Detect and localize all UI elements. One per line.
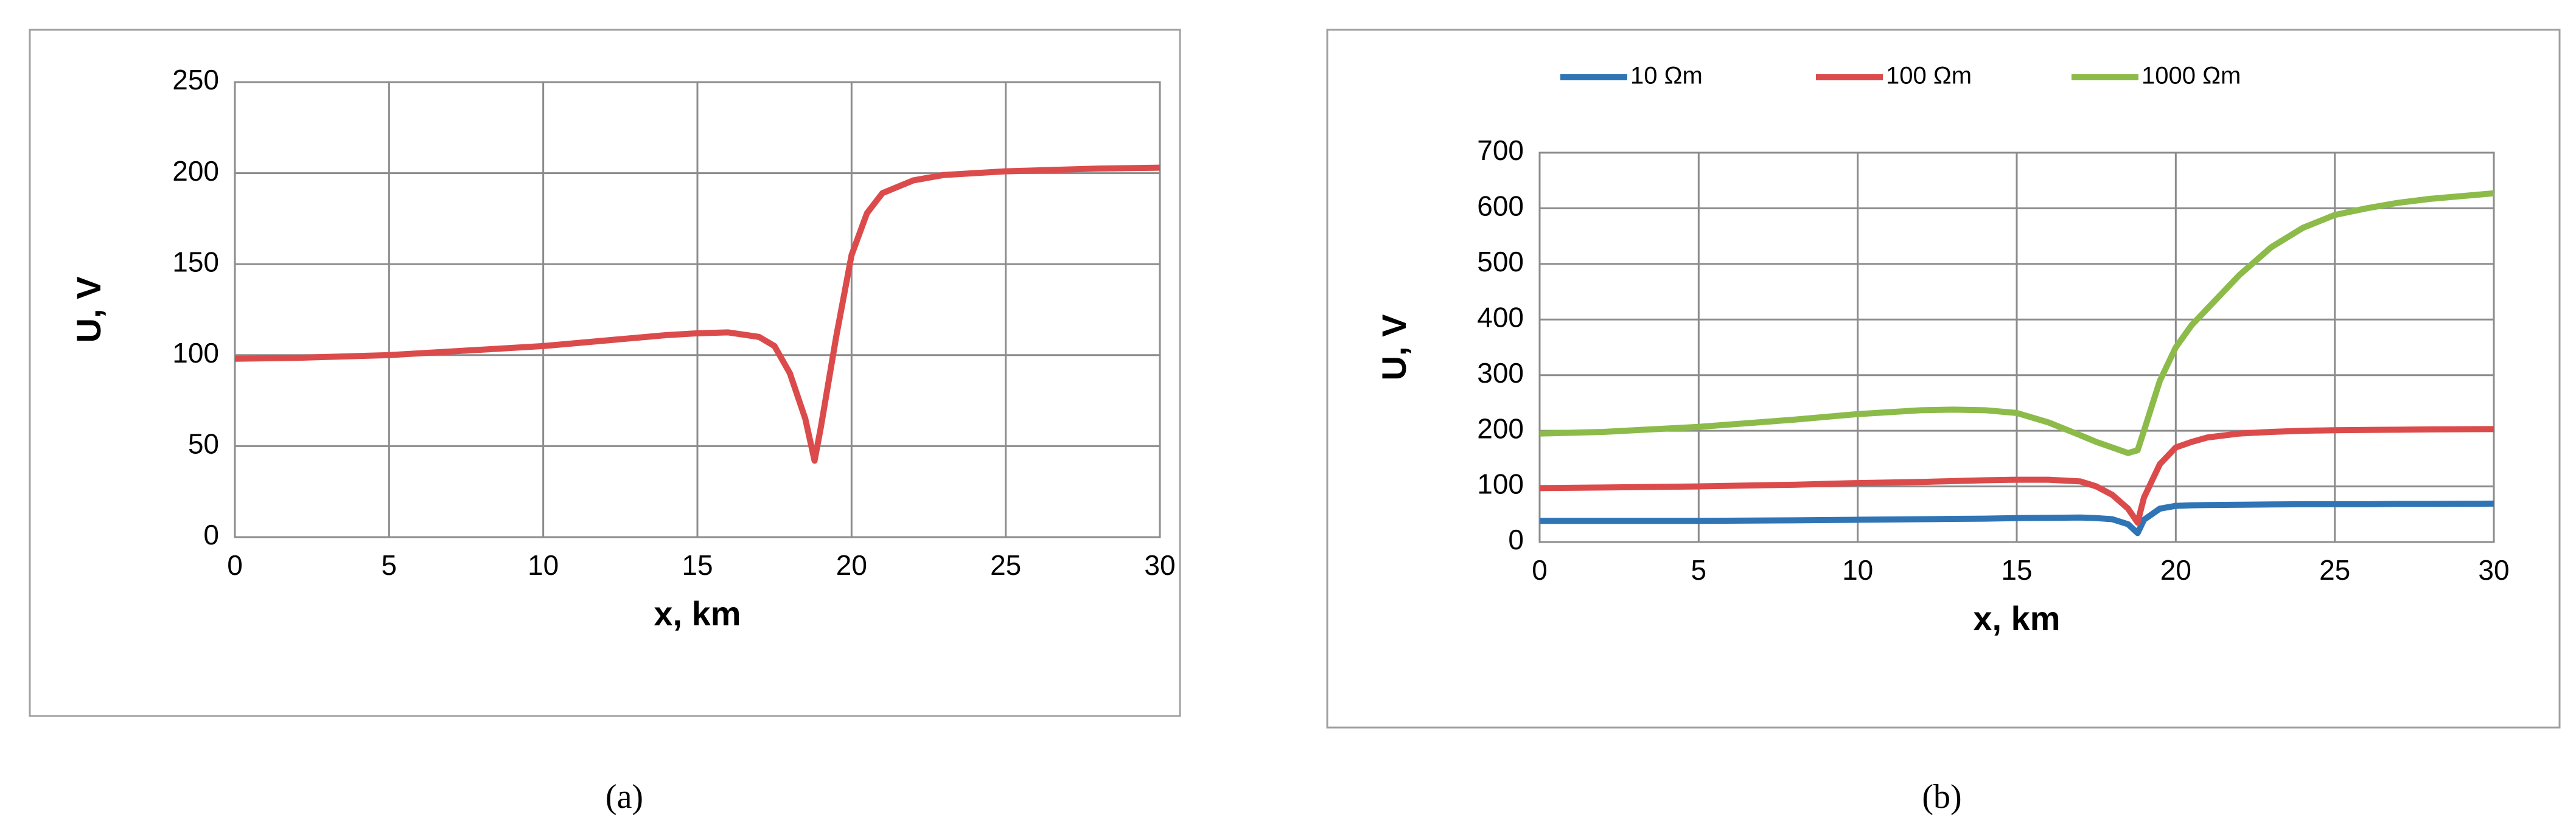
legend-label: 1000 Ωm [2141, 63, 2241, 89]
y-tick-label: 300 [1477, 357, 1524, 389]
y-tick-label: 100 [172, 337, 219, 369]
x-tick-label: 15 [682, 549, 713, 581]
chart-frame [29, 29, 1181, 717]
line-series [1540, 500, 2494, 537]
y-tick-label: 0 [203, 519, 219, 551]
x-tick-label: 20 [2160, 554, 2191, 586]
y-tick-label: 600 [1477, 190, 1524, 222]
y-axis-title: U, V [1375, 314, 1413, 381]
x-tick-label: 10 [1842, 554, 1873, 586]
plot-border [1538, 151, 2495, 543]
x-tick-label: 0 [227, 549, 243, 581]
y-axis-title: U, V [69, 277, 108, 343]
line-series [1539, 190, 2494, 456]
legend-label: 10 Ωm [1630, 63, 1703, 89]
line-series [234, 164, 1161, 464]
y-tick-label: 150 [172, 246, 219, 277]
y-tick-label: 50 [188, 428, 219, 460]
x-tick-label: 5 [1691, 554, 1707, 586]
x-axis-title: x, km [654, 594, 741, 633]
x-tick-label: 5 [382, 549, 397, 581]
x-tick-label: 25 [990, 549, 1021, 581]
x-tick-label: 10 [528, 549, 559, 581]
panel-caption: (b) [1922, 778, 1961, 816]
line-series [1539, 426, 2494, 526]
y-tick-label: 100 [1477, 468, 1524, 500]
chart-frame [1326, 29, 2561, 729]
y-tick-label: 400 [1477, 301, 1524, 333]
y-tick-label: 200 [172, 155, 219, 187]
x-tick-label: 20 [836, 549, 867, 581]
plot-border [234, 81, 1161, 538]
legend-label: 100 Ωm [1886, 63, 1972, 89]
x-axis-title: x, km [1973, 599, 2060, 638]
y-tick-label: 200 [1477, 412, 1524, 444]
x-tick-label: 25 [2319, 554, 2350, 586]
y-tick-label: 0 [1508, 524, 1524, 555]
panel-caption: (a) [606, 778, 643, 816]
y-tick-label: 250 [172, 64, 219, 96]
y-tick-label: 700 [1477, 134, 1524, 166]
x-tick-label: 15 [2001, 554, 2032, 586]
x-tick-label: 0 [1532, 554, 1548, 586]
x-tick-label: 30 [2478, 554, 2509, 586]
x-tick-label: 30 [1144, 549, 1175, 581]
y-tick-label: 500 [1477, 246, 1524, 277]
